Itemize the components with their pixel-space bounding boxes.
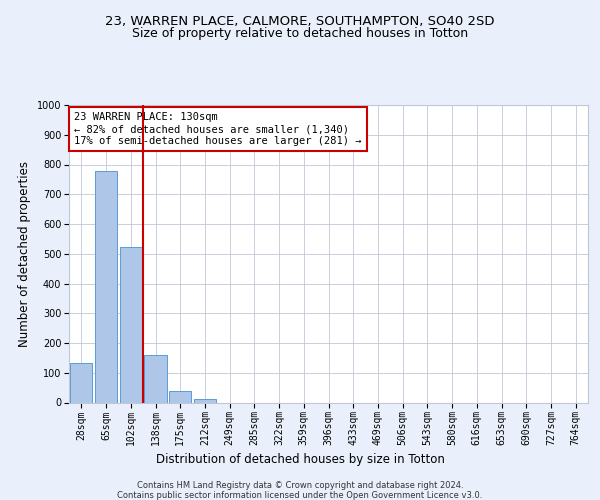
- Y-axis label: Number of detached properties: Number of detached properties: [19, 161, 31, 347]
- Text: 23 WARREN PLACE: 130sqm
← 82% of detached houses are smaller (1,340)
17% of semi: 23 WARREN PLACE: 130sqm ← 82% of detache…: [74, 112, 362, 146]
- Bar: [70, 363, 92, 403]
- Text: Contains HM Land Registry data © Crown copyright and database right 2024.: Contains HM Land Registry data © Crown c…: [137, 481, 463, 490]
- Bar: [119, 246, 142, 402]
- Text: Contains public sector information licensed under the Open Government Licence v3: Contains public sector information licen…: [118, 491, 482, 500]
- Bar: [194, 398, 216, 402]
- Text: Distribution of detached houses by size in Totton: Distribution of detached houses by size …: [155, 454, 445, 466]
- Text: 23, WARREN PLACE, CALMORE, SOUTHAMPTON, SO40 2SD: 23, WARREN PLACE, CALMORE, SOUTHAMPTON, …: [105, 15, 495, 28]
- Text: Size of property relative to detached houses in Totton: Size of property relative to detached ho…: [132, 27, 468, 40]
- Bar: [95, 171, 117, 402]
- Bar: [169, 391, 191, 402]
- Bar: [145, 356, 167, 403]
